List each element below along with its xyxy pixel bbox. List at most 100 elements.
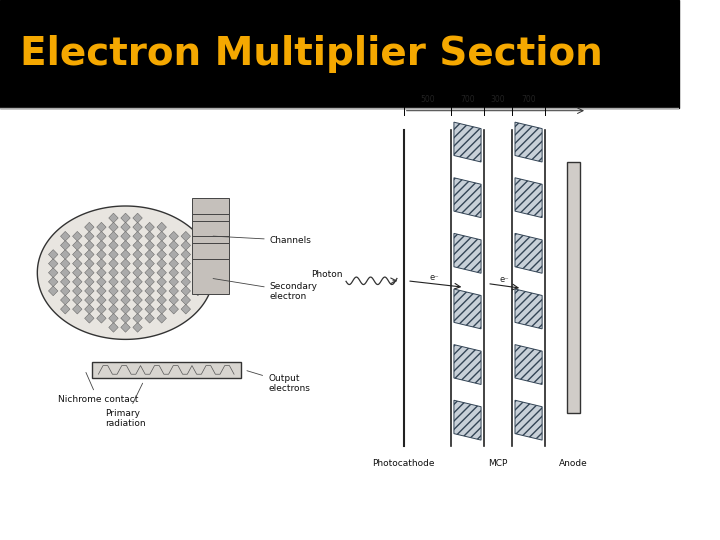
Polygon shape [132,313,143,323]
Polygon shape [73,259,82,268]
Text: Anode: Anode [559,459,588,468]
Polygon shape [121,240,130,250]
Polygon shape [109,295,118,305]
Polygon shape [85,240,94,250]
Polygon shape [132,295,143,305]
Polygon shape [96,259,106,268]
Polygon shape [85,268,94,278]
Bar [91,362,241,378]
Polygon shape [145,277,154,287]
Polygon shape [181,305,191,314]
Polygon shape [85,249,94,259]
Polygon shape [181,268,191,278]
Polygon shape [37,206,214,339]
Polygon shape [109,249,118,259]
Text: Primary
radiation: Primary radiation [105,383,145,428]
Polygon shape [60,286,70,296]
Polygon shape [132,286,143,296]
Polygon shape [193,259,202,268]
Polygon shape [132,240,143,250]
Text: Output
electrons: Output electrons [247,370,310,393]
Polygon shape [109,305,118,314]
Polygon shape [145,240,154,250]
Polygon shape [109,213,118,223]
Text: e) Microchannel Plate: e) Microchannel Plate [27,72,297,96]
Polygon shape [121,231,130,241]
Text: 300: 300 [491,94,505,104]
Polygon shape [96,295,106,305]
Polygon shape [181,259,191,268]
Polygon shape [515,233,542,273]
Polygon shape [109,222,118,232]
Polygon shape [60,259,70,268]
Polygon shape [73,277,82,287]
Polygon shape [96,277,106,287]
Polygon shape [109,268,118,278]
Polygon shape [193,286,202,296]
Text: 700: 700 [460,94,474,104]
Polygon shape [515,122,542,162]
Polygon shape [157,240,166,250]
Polygon shape [48,259,58,268]
Polygon shape [132,222,143,232]
Polygon shape [169,259,179,268]
Polygon shape [454,400,481,440]
Polygon shape [145,249,154,259]
Polygon shape [193,249,202,259]
Polygon shape [73,249,82,259]
Polygon shape [96,305,106,314]
Polygon shape [121,259,130,268]
Polygon shape [454,289,481,329]
Polygon shape [96,313,106,323]
Polygon shape [109,313,118,323]
Polygon shape [181,249,191,259]
Polygon shape [181,295,191,305]
Bar [192,220,229,236]
Polygon shape [109,286,118,296]
Polygon shape [145,305,154,314]
Polygon shape [169,277,179,287]
Polygon shape [73,231,82,241]
Polygon shape [121,286,130,296]
Bar [192,213,229,221]
Polygon shape [121,213,130,223]
Polygon shape [157,305,166,314]
Polygon shape [60,240,70,250]
Text: Photon: Photon [311,270,343,279]
Polygon shape [157,268,166,278]
Polygon shape [48,277,58,287]
Polygon shape [109,231,118,241]
Polygon shape [73,286,82,296]
Polygon shape [132,249,143,259]
Polygon shape [96,249,106,259]
Polygon shape [109,322,118,332]
Polygon shape [73,305,82,314]
Bar [192,198,229,214]
Polygon shape [121,313,130,323]
Text: MCP: MCP [488,459,508,468]
Polygon shape [169,249,179,259]
Bar [192,259,229,294]
Polygon shape [145,295,154,305]
Polygon shape [157,313,166,323]
Polygon shape [169,240,179,250]
Polygon shape [515,345,542,384]
Text: 700: 700 [521,94,536,104]
Polygon shape [85,286,94,296]
Polygon shape [96,222,106,232]
Polygon shape [48,286,58,296]
Polygon shape [121,249,130,259]
Polygon shape [145,231,154,241]
Polygon shape [157,231,166,241]
Polygon shape [85,305,94,314]
Polygon shape [454,178,481,218]
Polygon shape [132,322,143,332]
Polygon shape [515,289,542,329]
Polygon shape [132,259,143,268]
Polygon shape [132,305,143,314]
Polygon shape [169,295,179,305]
Polygon shape [169,305,179,314]
Polygon shape [109,259,118,268]
Polygon shape [145,268,154,278]
Polygon shape [121,222,130,232]
